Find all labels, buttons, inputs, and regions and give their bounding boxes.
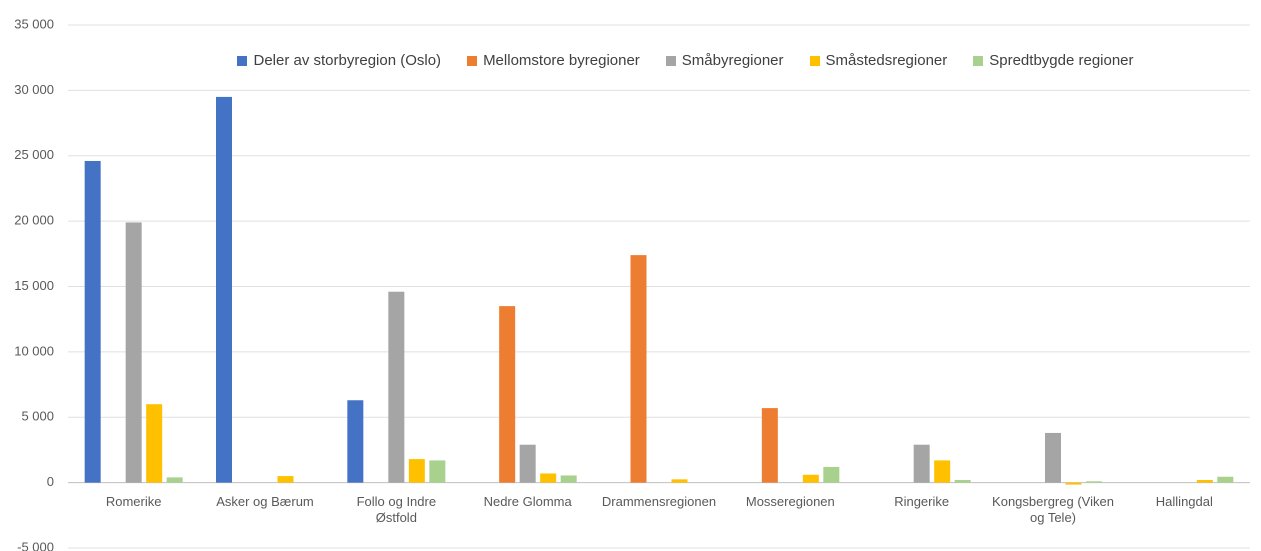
bar <box>1065 482 1082 485</box>
y-tick-label: 35 000 <box>14 16 54 31</box>
legend: Deler av storbyregion (Oslo) Mellomstore … <box>0 52 1261 69</box>
x-tick-label: Nedre Glomma <box>483 494 572 509</box>
x-tick-label: Mosseregionen <box>745 494 835 509</box>
legend-swatch <box>973 55 984 66</box>
bar <box>913 444 930 483</box>
bar <box>954 480 971 483</box>
bar <box>560 475 577 483</box>
x-tick-label: Drammensregionen <box>601 494 717 509</box>
bar <box>823 466 840 483</box>
y-tick-label: 5 000 <box>21 409 54 424</box>
bar <box>216 96 232 483</box>
bar <box>125 222 142 483</box>
bar <box>84 160 101 483</box>
bar <box>146 404 163 483</box>
bar <box>671 479 688 483</box>
legend-label: Deler av storbyregion (Oslo) <box>253 52 442 69</box>
y-tick-label: 0 <box>47 474 54 489</box>
x-tick-label: Hallingdal <box>1155 494 1213 509</box>
legend-item: Småstedsregioner <box>809 52 948 69</box>
bar <box>408 459 425 483</box>
bar <box>429 460 446 483</box>
legend-swatch <box>237 55 248 66</box>
bar <box>277 476 294 483</box>
legend-item: Mellomstore byregioner <box>467 52 640 69</box>
legend-item: Spredtbygde regioner <box>973 52 1134 69</box>
y-tick-label: 10 000 <box>14 343 54 358</box>
legend-label: Mellomstore byregioner <box>483 52 640 69</box>
bar <box>802 474 819 483</box>
bar <box>761 408 778 483</box>
x-tick-label: Asker og Bærum <box>216 494 314 509</box>
bar <box>166 477 183 483</box>
x-tick-label: Kongsbergreg (Viken og Tele) <box>992 494 1114 525</box>
x-tick-label: Follo og Indre Østfold <box>356 494 437 525</box>
legend-item: Småbyregioner <box>665 52 784 69</box>
bar <box>388 291 405 483</box>
bar <box>519 444 536 483</box>
legend-swatch <box>665 55 676 66</box>
bar <box>1086 481 1102 483</box>
bar <box>499 306 516 483</box>
x-tick-label: Ringerike <box>894 494 950 509</box>
bar <box>540 473 557 483</box>
bar <box>1217 476 1234 483</box>
legend-label: Spredtbygde regioner <box>989 52 1134 69</box>
bar <box>347 400 364 483</box>
bar <box>1196 480 1213 483</box>
y-tick-label: -5 000 <box>17 539 54 551</box>
bar <box>934 460 951 483</box>
legend-label: Småstedsregioner <box>825 52 948 69</box>
y-tick-label: 15 000 <box>14 278 54 293</box>
legend-item: Deler av storbyregion (Oslo) <box>237 52 441 69</box>
y-tick-label: 20 000 <box>14 213 54 228</box>
bar <box>1045 432 1061 483</box>
bar <box>630 255 647 483</box>
x-tick-label: Romerike <box>105 494 162 509</box>
legend-swatch <box>809 55 820 66</box>
legend-label: Småbyregioner <box>681 52 784 69</box>
y-tick-label: 30 000 <box>14 82 54 97</box>
y-tick-label: 25 000 <box>14 147 54 162</box>
legend-swatch <box>467 55 478 66</box>
